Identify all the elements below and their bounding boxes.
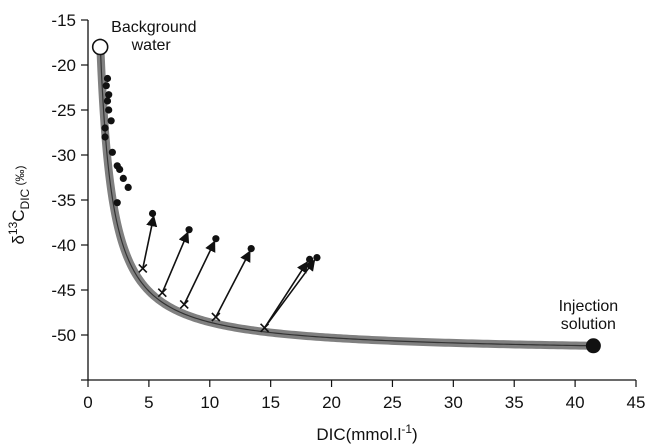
- observation-point: [103, 97, 112, 105]
- observation-point: [313, 254, 321, 262]
- observation-point: [103, 74, 112, 83]
- mixing-point-marker: [179, 299, 189, 309]
- observation-point: [105, 91, 113, 99]
- arrow: [215, 250, 251, 318]
- x-tick-label: 10: [200, 393, 219, 412]
- x-tick-label: 20: [322, 393, 341, 412]
- arrow: [183, 240, 216, 305]
- arrow: [263, 259, 316, 329]
- mixing-curve-line: [99, 42, 594, 347]
- observation-point: [107, 117, 115, 125]
- cross-stroke: [211, 312, 221, 322]
- observation-point: [105, 106, 113, 114]
- cross-stroke: [138, 263, 148, 273]
- injection-solution-label: solution: [561, 316, 616, 333]
- y-tick-label: -20: [51, 56, 76, 75]
- y-tick-label: -45: [51, 281, 76, 300]
- x-tick-label: 25: [383, 393, 402, 412]
- mixing-point-marker: [157, 288, 167, 298]
- observation-point: [113, 199, 121, 207]
- mixing-curve-band: [96, 38, 598, 350]
- x-tick-label: 0: [83, 393, 92, 412]
- x-axis-title: DIC(mmol.l-1): [316, 422, 417, 444]
- observation-point: [102, 82, 110, 90]
- y-tick-label: -40: [51, 236, 76, 255]
- y-tick-label: -50: [51, 326, 76, 345]
- x-tick-label: 45: [627, 393, 646, 412]
- y-tick-label: -15: [51, 11, 76, 30]
- mixing-point-marker: [260, 323, 270, 333]
- y-tick-label: -30: [51, 146, 76, 165]
- observation-point: [148, 209, 157, 218]
- mixing-point-marker: [138, 263, 148, 273]
- x-tick-label: 40: [566, 393, 585, 412]
- observation-point: [247, 245, 255, 253]
- mixing-curve-layer: [96, 38, 598, 350]
- x-tick-label: 15: [261, 393, 280, 412]
- observation-point: [212, 235, 220, 243]
- arrow: [263, 261, 308, 329]
- x-tick-label: 30: [444, 393, 463, 412]
- arrows-layer: [142, 215, 316, 329]
- cross-stroke: [179, 299, 189, 309]
- x-tick-label: 35: [505, 393, 524, 412]
- observation-point: [108, 148, 116, 156]
- y-axis-title: δ13CDIC (‰): [6, 165, 32, 244]
- injection-solution-marker: [585, 338, 601, 354]
- background-water-label: Background: [111, 19, 196, 36]
- cross-stroke: [157, 288, 167, 298]
- arrow: [142, 215, 158, 269]
- observation-point: [306, 255, 314, 263]
- cross-stroke: [260, 323, 270, 333]
- observation-point: [101, 124, 109, 132]
- background-water-marker: [91, 38, 109, 56]
- observation-point: [116, 165, 124, 173]
- points-layer: [91, 38, 601, 354]
- arrow: [161, 231, 190, 294]
- mixing-point-marker: [211, 312, 221, 322]
- injection-solution-label: Injection: [559, 298, 619, 315]
- observation-point: [101, 133, 109, 141]
- observation-point: [124, 183, 132, 191]
- axes: 0 5 10 15 20 25 30 35 40 45 -15 -20 -25 -30 -35 -40 -45 -…: [6, 11, 645, 444]
- observation-point: [185, 226, 193, 234]
- background-water-label: water: [131, 37, 172, 54]
- y-tick-label: -25: [51, 101, 76, 120]
- y-tick-label: -35: [51, 191, 76, 210]
- observation-point: [119, 174, 127, 182]
- x-tick-label: 5: [144, 393, 153, 412]
